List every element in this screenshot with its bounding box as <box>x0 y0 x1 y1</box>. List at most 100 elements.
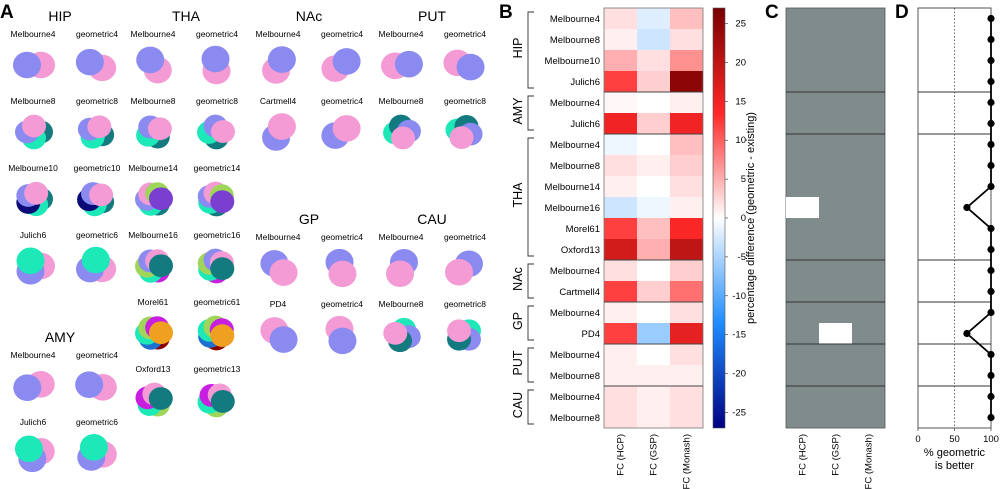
heatmap-cell <box>637 29 670 50</box>
heatmap-column-label: FC (Monash) <box>682 434 693 489</box>
heatmap-row-label: PD4 <box>582 329 600 340</box>
brain-structure-thumbnail <box>321 115 361 149</box>
heatmap-cell <box>604 239 637 260</box>
brain-structure-thumbnail <box>445 114 483 150</box>
brain-structure-thumbnail <box>16 247 55 285</box>
heatmap-row-label: Melbourne8 <box>550 161 600 172</box>
parcellation-name-geometric: geometric8 <box>76 96 118 106</box>
nonsignificant-cell <box>819 323 852 344</box>
parcel-segment <box>148 387 173 410</box>
heatmap-cell <box>637 218 670 239</box>
brain-structure-thumbnail <box>201 45 231 85</box>
brain-structure-thumbnail <box>443 49 485 81</box>
heatmap-cell <box>670 386 703 407</box>
panel-b-label: B <box>499 2 513 23</box>
x-axis-label-line: is better <box>935 460 974 472</box>
brain-structure-thumbnail <box>76 246 117 283</box>
heatmap-cell <box>604 302 637 323</box>
brain-structure-thumbnail <box>445 250 483 286</box>
data-point <box>987 350 995 359</box>
heatmap-cell <box>604 176 637 197</box>
parcel-segment <box>210 324 235 348</box>
brain-structure-thumbnail <box>383 114 421 150</box>
parcel-segment <box>75 48 104 76</box>
heatmap-cell <box>604 8 637 29</box>
data-point <box>987 245 995 254</box>
region-title-tha: THA <box>172 8 201 24</box>
parcellation-name-existing: Melbourne4 <box>256 29 301 39</box>
heatmap-cell <box>604 197 637 218</box>
panel-b-heatmap: B Melbourne4 Melbourne8 Melbourne10 Julich6… <box>499 2 757 489</box>
heatmap-cell <box>637 344 670 365</box>
heatmap-cell <box>670 29 703 50</box>
parcellation-name-geometric: geometric13 <box>194 364 241 374</box>
heatmap-group-label: HIP <box>511 38 525 59</box>
brain-structure-thumbnail <box>197 383 235 418</box>
brain-structure-thumbnail <box>13 371 55 401</box>
heatmap-cell <box>670 365 703 386</box>
region-title-nac: NAc <box>296 8 322 24</box>
heatmap-group-label: GP <box>511 312 525 330</box>
colorbar-tick-label: 5 <box>741 174 746 185</box>
panel-d-line: D 0 50 100 % geometric is better <box>895 2 999 472</box>
brain-structure-thumbnail <box>260 317 298 353</box>
heatmap-cell <box>637 260 670 281</box>
heatmap-cell <box>604 71 637 92</box>
region-title-amy: AMY <box>45 329 76 345</box>
colorbar <box>712 7 726 429</box>
heatmap-cell <box>637 92 670 113</box>
data-point <box>987 14 995 23</box>
group-bracket <box>527 347 534 383</box>
parcellation-name-existing: Melbourne4 <box>131 29 176 39</box>
parcel-segment <box>75 371 104 399</box>
data-point <box>963 329 971 338</box>
data-point <box>987 56 995 65</box>
data-point <box>987 224 995 233</box>
panel-c-significance: C FC (HCP) FC (GSP) FC (Monash) <box>765 2 886 489</box>
brain-structure-thumbnail <box>197 181 235 217</box>
data-point <box>987 77 995 86</box>
parcel-segment <box>269 259 298 286</box>
heatmap-cell <box>670 50 703 71</box>
parcel-segment <box>147 117 172 141</box>
brain-structure-thumbnail <box>135 182 173 216</box>
parcellation-name-geometric: geometric4 <box>321 232 363 242</box>
colorbar-axis-label: percentage difference (geometric - exist… <box>745 112 757 324</box>
data-point <box>987 308 995 317</box>
parcel-segment <box>210 190 235 214</box>
data-point <box>987 266 995 275</box>
brain-structure-thumbnail <box>325 248 357 288</box>
parcellation-name-geometric: geometric8 <box>196 96 238 106</box>
parcel-segment <box>447 319 472 343</box>
parcellation-name-geometric: geometric10 <box>74 163 121 173</box>
colorbar-tick-label: 15 <box>735 96 746 107</box>
parcellation-name-geometric: geometric4 <box>444 29 486 39</box>
parcellation-name-existing: Melbourne4 <box>379 232 424 242</box>
parcellation-name-geometric: geometric4 <box>321 29 363 39</box>
brain-structure-thumbnail <box>262 113 296 151</box>
heatmap-cell <box>604 386 637 407</box>
data-point <box>987 287 995 296</box>
parcel-segment <box>210 390 235 413</box>
heatmap-group-label: PUT <box>511 350 525 375</box>
heatmap-row-label: Melbourne4 <box>550 140 600 151</box>
significance-column-label: FC (Monash) <box>864 434 875 489</box>
heatmap-cell <box>637 302 670 323</box>
panel-a-label: A <box>0 2 14 23</box>
heatmap-cell <box>670 344 703 365</box>
parcellation-name-geometric: geometric8 <box>444 96 486 106</box>
heatmap-cell <box>670 197 703 218</box>
heatmap-cell <box>637 176 670 197</box>
heatmap-cell <box>670 71 703 92</box>
data-point <box>987 98 995 107</box>
brain-structure-thumbnail <box>383 317 421 353</box>
parcellation-name-existing: Melbourne4 <box>11 29 56 39</box>
heatmap-cell <box>670 302 703 323</box>
parcel-segment <box>136 46 165 74</box>
parcel-segment <box>14 435 43 463</box>
heatmap-cell <box>670 218 703 239</box>
parcel-segment <box>386 260 415 288</box>
group-bracket <box>527 137 534 257</box>
heatmap-row-label: Melbourne4 <box>550 392 600 403</box>
parcel-segment <box>89 183 114 207</box>
